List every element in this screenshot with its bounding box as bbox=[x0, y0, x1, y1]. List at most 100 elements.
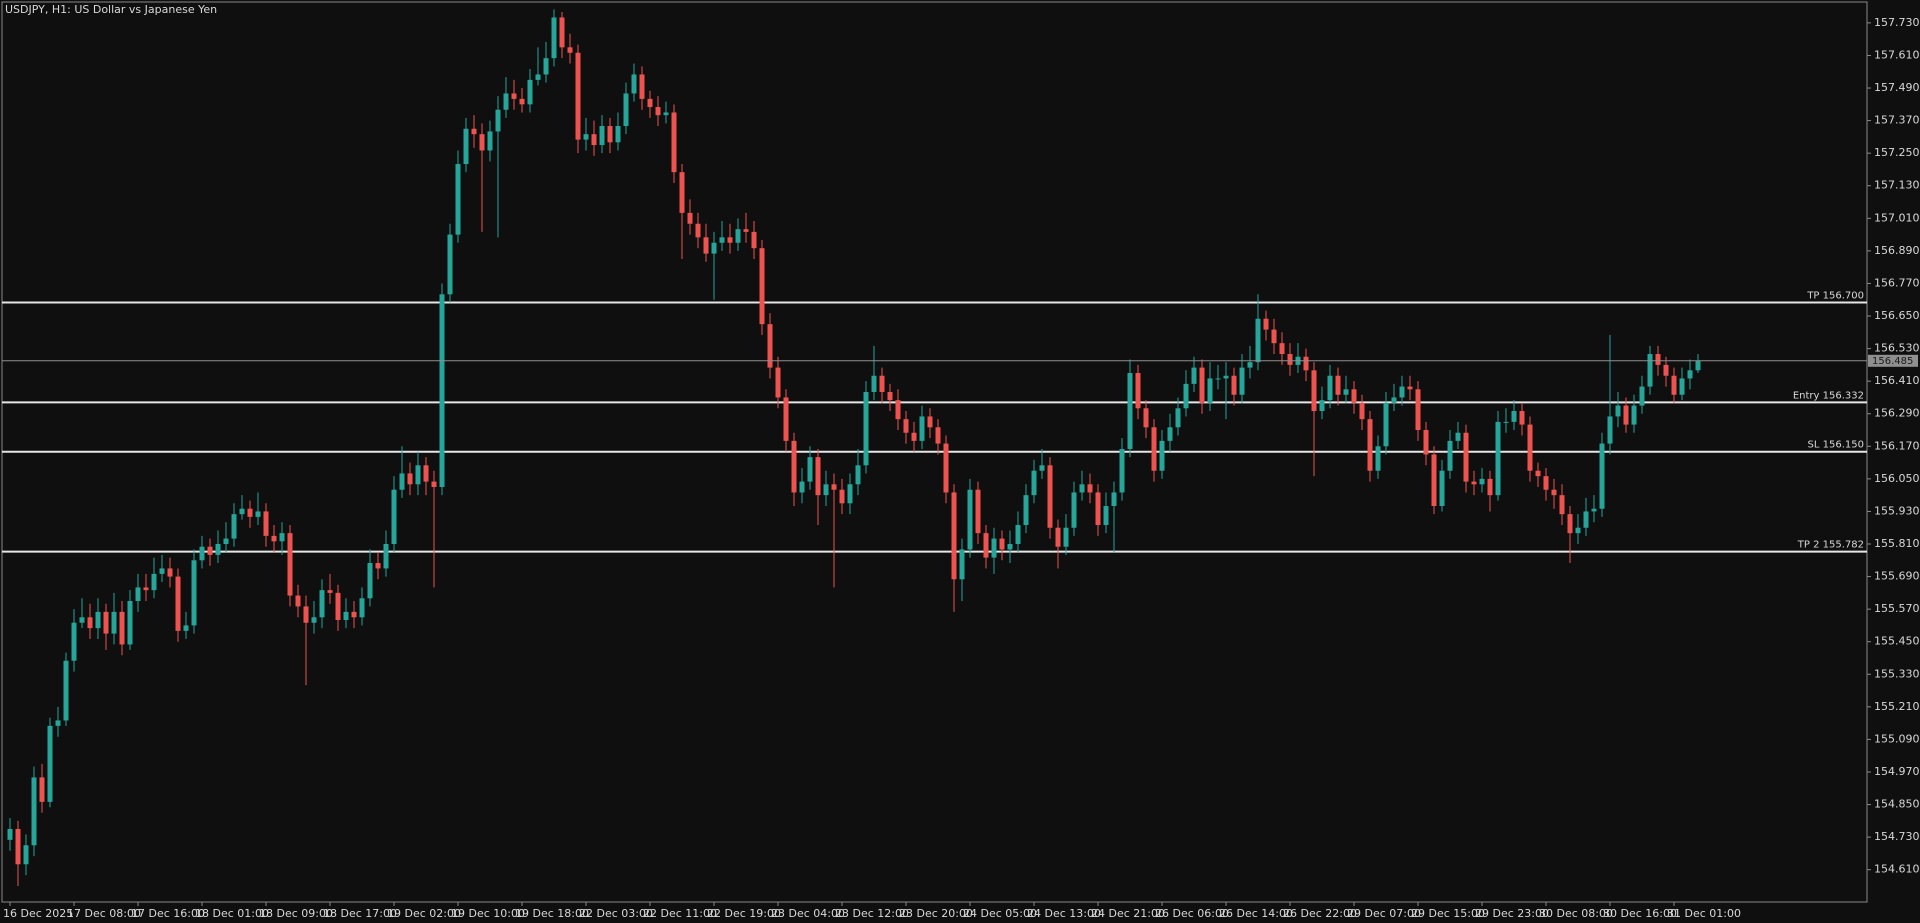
candle-body bbox=[583, 134, 589, 140]
candle-body bbox=[383, 544, 389, 569]
candle-body bbox=[911, 432, 917, 441]
candle-body bbox=[1367, 419, 1373, 471]
candle-body bbox=[575, 52, 581, 140]
candle-body bbox=[279, 533, 285, 542]
candle-body bbox=[967, 489, 973, 550]
y-tick-label: 157.730 bbox=[1874, 16, 1920, 29]
x-tick-label: 19 Dec 10:00 bbox=[451, 907, 525, 920]
candle-body bbox=[1191, 367, 1197, 384]
candle-body bbox=[39, 777, 45, 802]
candle-body bbox=[1567, 514, 1573, 534]
x-tick-label: 30 Dec 08:00 bbox=[1539, 907, 1613, 920]
x-tick-label: 26 Dec 06:00 bbox=[1155, 907, 1229, 920]
candle-body bbox=[1271, 329, 1277, 344]
candle-body bbox=[1599, 443, 1605, 509]
level-label: Entry 156.332 bbox=[1793, 390, 1864, 401]
candle-body bbox=[159, 568, 165, 574]
candle-body bbox=[1639, 386, 1645, 406]
candle-body bbox=[239, 508, 245, 515]
candle-body bbox=[1135, 373, 1141, 409]
candle-body bbox=[1687, 370, 1693, 379]
candle-body bbox=[1079, 484, 1085, 493]
candle-body bbox=[1055, 527, 1061, 547]
candle-body bbox=[983, 533, 989, 558]
candle-body bbox=[151, 573, 157, 591]
candle-body bbox=[807, 457, 813, 482]
candle-body bbox=[1375, 446, 1381, 471]
y-tick-label: 155.690 bbox=[1874, 570, 1920, 583]
candle-body bbox=[1199, 367, 1205, 403]
candle-body bbox=[1655, 354, 1661, 365]
candle-body bbox=[1503, 421, 1509, 423]
candle-body bbox=[727, 237, 733, 243]
candle-body bbox=[23, 845, 29, 865]
candle-body bbox=[1663, 364, 1669, 376]
candle-body bbox=[359, 598, 365, 618]
candle-body bbox=[1407, 386, 1413, 390]
y-tick-label: 154.970 bbox=[1874, 765, 1920, 778]
y-tick-label: 156.890 bbox=[1874, 244, 1920, 257]
candle-body bbox=[1479, 478, 1485, 485]
candle-body bbox=[711, 242, 717, 254]
level-label: TP 2 155.782 bbox=[1797, 540, 1864, 551]
candle-body bbox=[111, 611, 117, 634]
candle-body bbox=[319, 590, 325, 618]
candle-body bbox=[1551, 489, 1557, 496]
candle-body bbox=[1447, 440, 1453, 471]
candle-body bbox=[599, 126, 605, 146]
candle-body bbox=[1175, 408, 1181, 428]
candle-body bbox=[1359, 402, 1365, 420]
y-tick-label: 156.410 bbox=[1874, 374, 1920, 387]
candle-body bbox=[855, 465, 861, 485]
candle-body bbox=[1671, 375, 1677, 395]
candle-body bbox=[743, 229, 749, 232]
candle-body bbox=[423, 465, 429, 482]
candle-body bbox=[895, 400, 901, 420]
candle-body bbox=[143, 587, 149, 591]
candle-body bbox=[1383, 402, 1389, 447]
candle-body bbox=[335, 592, 341, 621]
y-tick-label: 155.210 bbox=[1874, 700, 1920, 713]
level-label: TP 156.700 bbox=[1806, 290, 1864, 301]
candle-body bbox=[167, 568, 173, 577]
candle-body bbox=[447, 234, 453, 295]
candle-body bbox=[847, 484, 853, 504]
candle-body bbox=[655, 107, 661, 116]
y-tick-label: 154.730 bbox=[1874, 830, 1920, 843]
candle-body bbox=[1207, 378, 1213, 403]
y-tick-label: 155.450 bbox=[1874, 635, 1920, 648]
candle-body bbox=[623, 93, 629, 127]
candle-body bbox=[1439, 470, 1445, 507]
candle-body bbox=[1695, 360, 1701, 371]
candle-body bbox=[63, 660, 69, 721]
y-tick-label: 156.170 bbox=[1874, 439, 1920, 452]
chart-title: USDJPY, H1: US Dollar vs Japanese Yen bbox=[5, 3, 217, 16]
x-tick-label: 16 Dec 2025 bbox=[3, 907, 73, 920]
candle-body bbox=[1231, 375, 1237, 395]
y-tick-label: 155.570 bbox=[1874, 602, 1920, 615]
candle-body bbox=[287, 533, 293, 596]
x-tick-label: 23 Dec 20:00 bbox=[899, 907, 973, 920]
x-tick-label: 19 Dec 02:00 bbox=[387, 907, 461, 920]
candle-body bbox=[511, 93, 517, 99]
candle-body bbox=[879, 375, 885, 393]
candle-body bbox=[415, 465, 421, 485]
y-tick-label: 157.370 bbox=[1874, 114, 1920, 127]
y-tick-label: 156.050 bbox=[1874, 472, 1920, 485]
candle-body bbox=[703, 237, 709, 254]
candle-body bbox=[327, 590, 333, 593]
candle-body bbox=[1511, 411, 1517, 422]
candle-body bbox=[1303, 356, 1309, 371]
candle-body bbox=[127, 601, 133, 645]
x-tick-label: 18 Dec 01:00 bbox=[195, 907, 269, 920]
y-tick-label: 157.250 bbox=[1874, 146, 1920, 159]
y-tick-label: 156.290 bbox=[1874, 407, 1920, 420]
x-tick-label: 24 Dec 13:00 bbox=[1027, 907, 1101, 920]
candle-body bbox=[119, 611, 125, 645]
candle-body bbox=[1095, 492, 1101, 526]
candle-body bbox=[1487, 478, 1493, 496]
candle-body bbox=[1399, 386, 1405, 398]
x-tick-label: 29 Dec 23:00 bbox=[1475, 907, 1549, 920]
candle-body bbox=[1415, 389, 1421, 431]
candle-body bbox=[1039, 465, 1045, 471]
